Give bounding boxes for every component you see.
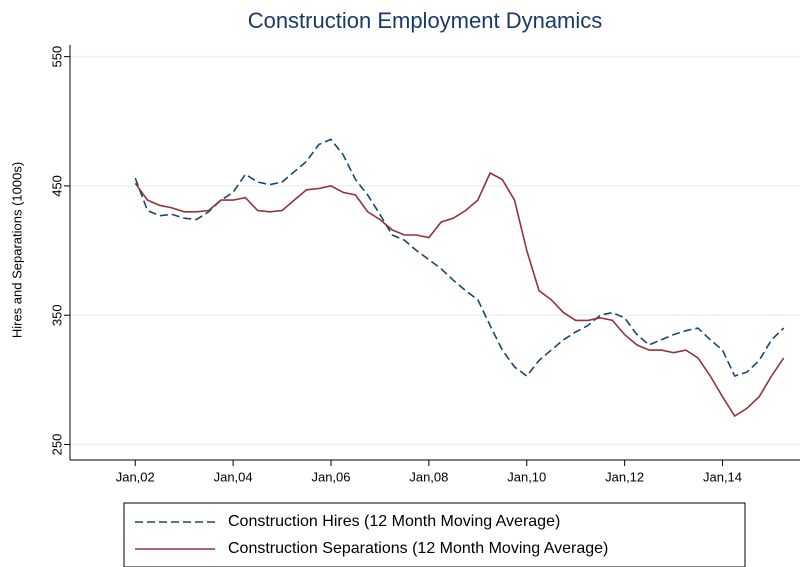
x-tick-label: Jan,08 [409,469,448,484]
y-tick-label: 550 [49,46,64,68]
x-tick-label: Jan,06 [311,469,350,484]
x-tick-label: Jan,04 [214,469,253,484]
legend-box [123,502,746,567]
y-axis-label: Hires and Separations (1000s) [9,162,24,338]
x-tick-label: Jan,12 [605,469,644,484]
y-tick-label: 350 [49,304,64,326]
legend-label: Construction Hires (12 Month Moving Aver… [228,513,560,530]
x-tick-label: Jan,02 [116,469,155,484]
chart-title: Construction Employment Dynamics [248,8,603,33]
legend-label: Construction Separations (12 Month Movin… [228,540,608,557]
series-line [134,171,785,418]
x-tick-label: Jan,10 [507,469,546,484]
y-tick-label: 250 [49,434,64,456]
x-tick-label: Jan,14 [703,469,742,484]
y-tick-label: 450 [49,175,64,197]
series-line [134,138,785,378]
